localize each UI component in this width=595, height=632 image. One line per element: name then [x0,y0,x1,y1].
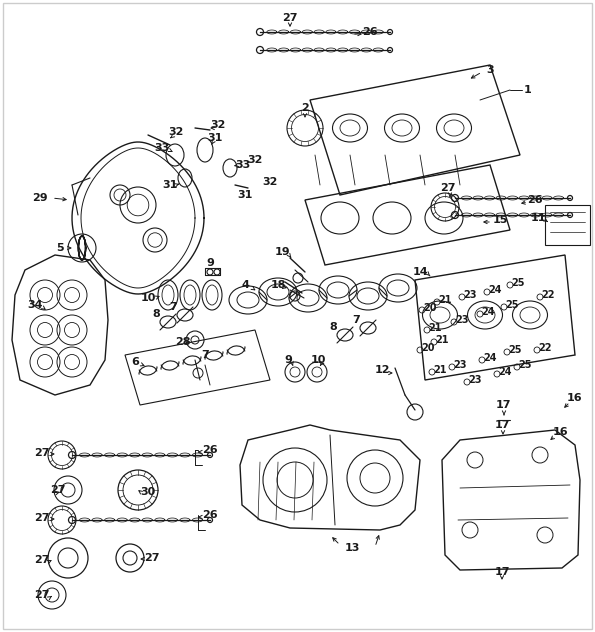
Text: 25: 25 [505,300,519,310]
Text: 23: 23 [464,290,477,300]
Text: 32: 32 [210,120,226,130]
Text: 23: 23 [455,315,469,325]
Text: 25: 25 [511,278,525,288]
Bar [545,205,590,245]
Text: 27: 27 [35,590,50,600]
Text: 34: 34 [27,300,43,310]
Text: 33: 33 [236,160,250,170]
Text: 26: 26 [527,195,543,205]
Text: 27: 27 [440,183,456,193]
Text: 28: 28 [176,337,191,347]
Text: 31: 31 [207,133,223,143]
Text: 32: 32 [168,127,184,137]
Text: 11: 11 [530,213,546,223]
Text: 19: 19 [275,247,291,257]
Text: 23: 23 [468,375,482,385]
Text: 32: 32 [262,177,278,187]
Text: 22: 22 [541,290,555,300]
Text: 23: 23 [453,360,466,370]
Text: 3: 3 [486,65,494,75]
Text: 7: 7 [169,302,177,312]
Text: 2: 2 [301,103,309,113]
Text: 21: 21 [428,323,441,333]
Text: 31: 31 [237,190,253,200]
Text: 25: 25 [508,345,522,355]
Text: 5: 5 [56,243,64,253]
Text: 10: 10 [140,293,156,303]
Text: 27: 27 [282,13,298,23]
Text: 27: 27 [144,553,159,563]
Text: 24: 24 [481,307,495,317]
Text: 9: 9 [206,258,214,268]
Text: 29: 29 [32,193,48,203]
Text: 1: 1 [524,85,532,95]
Text: 27: 27 [35,555,50,565]
Text: 7: 7 [201,350,209,360]
Text: 20: 20 [423,303,437,313]
Text: 26: 26 [362,27,378,37]
Text: 33: 33 [154,143,170,153]
Text: 30: 30 [140,487,156,497]
Text: 27: 27 [35,513,50,523]
Text: 17: 17 [494,567,510,577]
Text: 6: 6 [131,357,139,367]
Text: 16: 16 [552,427,568,437]
Text: 22: 22 [538,343,552,353]
Text: 21: 21 [433,365,447,375]
Text: 27: 27 [35,448,50,458]
Text: 8: 8 [152,309,160,319]
Text: 25: 25 [518,360,532,370]
Text: 24: 24 [483,353,497,363]
Text: 24: 24 [488,285,502,295]
Text: 21: 21 [439,295,452,305]
Text: 24: 24 [498,367,512,377]
Text: 32: 32 [248,155,262,165]
Text: 26: 26 [202,445,218,455]
Text: 4: 4 [241,280,249,290]
Text: 17: 17 [495,400,511,410]
Text: 21: 21 [436,335,449,345]
Text: 31: 31 [162,180,178,190]
Text: 15: 15 [492,215,508,225]
Text: 10: 10 [311,355,325,365]
Text: 16: 16 [567,393,583,403]
Text: 7: 7 [352,315,360,325]
Text: 26: 26 [202,510,218,520]
Text: 12: 12 [374,365,390,375]
Text: 9: 9 [284,355,292,365]
Text: 18: 18 [270,280,286,290]
Text: 14: 14 [412,267,428,277]
Text: 17: 17 [494,420,510,430]
Text: 27: 27 [50,485,66,495]
Text: 8: 8 [329,322,337,332]
Text: 20: 20 [421,343,435,353]
Text: 13: 13 [345,543,360,553]
